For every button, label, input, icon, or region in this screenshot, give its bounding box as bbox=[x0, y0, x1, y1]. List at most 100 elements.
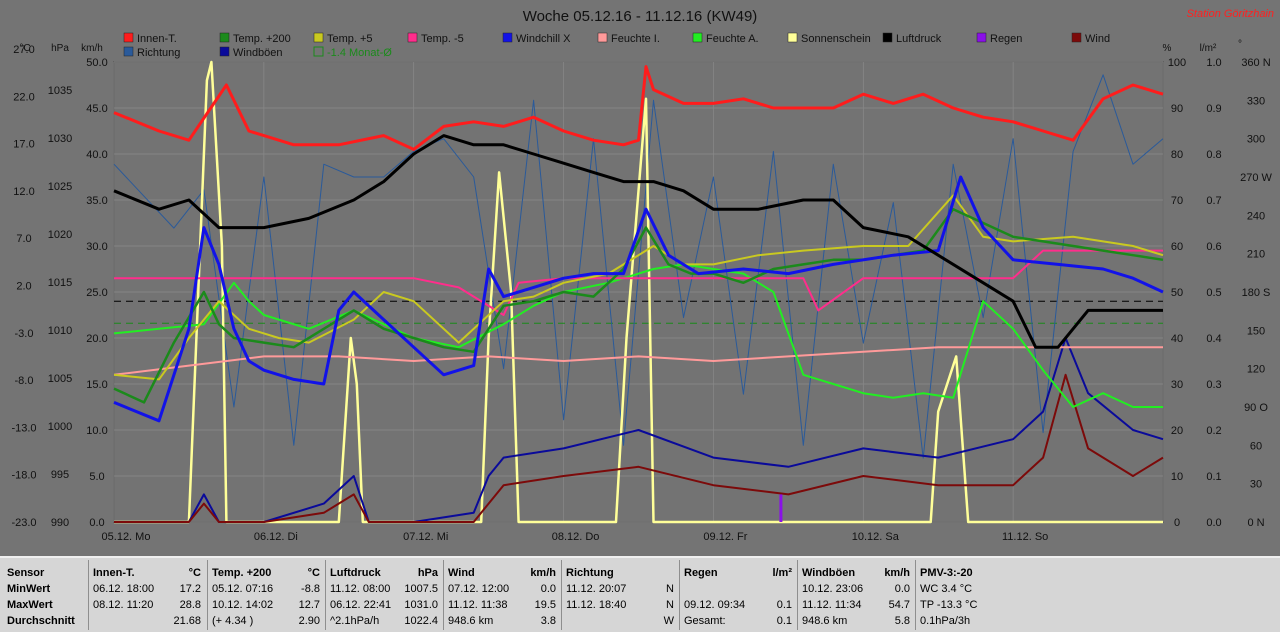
table-value-innen: 17.2 bbox=[179, 583, 201, 595]
tick-label-rain_lm2: 0.1 bbox=[1206, 471, 1221, 483]
series-line-windchill-x bbox=[113, 175, 1164, 423]
tick-label-wind_kmh: 25.0 bbox=[86, 287, 107, 299]
legend-label: Wind bbox=[1085, 33, 1110, 45]
tick-label-temp_c: 27.0 bbox=[13, 44, 34, 56]
table-value-wind: 0.0 bbox=[540, 583, 556, 595]
series-line-luftdruck bbox=[113, 134, 1163, 349]
tick-label-humidity_pct: 40 bbox=[1171, 333, 1183, 345]
legend-label: Regen bbox=[990, 33, 1022, 45]
table-cell-boeen: 11.12. 11:34 bbox=[802, 599, 862, 611]
legend-label: Temp. +5 bbox=[327, 33, 373, 45]
legend-label: Innen-T. bbox=[137, 33, 177, 45]
tick-label-pressure_hpa: 1025 bbox=[48, 181, 72, 193]
tick-label-humidity_pct: 100 bbox=[1168, 57, 1186, 69]
tick-label-wind_kmh: 20.0 bbox=[86, 333, 107, 345]
table-header-unit: l/m² bbox=[772, 567, 792, 579]
tick-label-pressure_hpa: 1030 bbox=[48, 133, 72, 145]
chart-title: Woche 05.12.16 - 11.12.16 (KW49) bbox=[523, 8, 758, 25]
table-cell-luft: ^2.1hPa/h bbox=[330, 615, 380, 627]
table-cell-regen: Gesamt: bbox=[684, 615, 726, 627]
legend-label: Temp. -5 bbox=[421, 33, 464, 45]
axis-unit-wind: km/h bbox=[81, 43, 103, 54]
table-value-temp200: -8.8 bbox=[301, 583, 320, 595]
table-separator bbox=[679, 560, 680, 630]
table-header-unit: hPa bbox=[417, 567, 438, 579]
table-header: Richtung bbox=[566, 567, 614, 579]
legend-label: Temp. +200 bbox=[233, 33, 291, 45]
table-value-richtung: W bbox=[663, 615, 674, 627]
table-cell-luft: 11.12. 08:00 bbox=[330, 583, 391, 595]
tick-label-wind_kmh: 45.0 bbox=[86, 103, 107, 115]
tick-label-humidity_pct: 80 bbox=[1171, 149, 1183, 161]
table-cell-boeen: 10.12. 23:06 bbox=[802, 583, 864, 595]
table-value-luft: 1007.5 bbox=[404, 583, 438, 595]
tick-label-pressure_hpa: 1020 bbox=[48, 229, 72, 241]
x-tick-label: 11.12. So bbox=[1002, 531, 1048, 543]
table-header: Luftdruck bbox=[330, 567, 381, 579]
tick-label-humidity_pct: 70 bbox=[1171, 195, 1183, 207]
axis-labels: °C hPa km/h% l/m² ° bbox=[19, 39, 1242, 54]
table-separator bbox=[797, 560, 798, 630]
table-value-wind: 3.8 bbox=[540, 615, 556, 627]
tick-label-rain_lm2: 0.7 bbox=[1206, 195, 1221, 207]
legend-label: -1.4 Monat-Ø bbox=[327, 47, 392, 59]
table-cell-innen: 06.12. 18:00 bbox=[93, 583, 155, 595]
table-separator bbox=[915, 560, 916, 630]
legend-swatch bbox=[882, 32, 893, 43]
table-header: Regen bbox=[684, 567, 718, 579]
tick-label-temp_c: -23.0 bbox=[11, 517, 36, 529]
x-tick-label: 06.12. Di bbox=[254, 531, 298, 543]
table-cell-richtung: 11.12. 18:40 bbox=[566, 599, 627, 611]
table-value-boeen: 0.0 bbox=[894, 583, 910, 595]
legend-swatch bbox=[123, 32, 134, 43]
legend-swatch bbox=[502, 32, 513, 43]
tick-label-humidity_pct: 30 bbox=[1171, 379, 1183, 391]
table-cell-innen: 08.12. 11:20 bbox=[93, 599, 154, 611]
tick-label-wind_kmh: 0.0 bbox=[89, 517, 104, 529]
tick-label-wind_kmh: 5.0 bbox=[89, 471, 104, 483]
tick-label-direction: 0 N bbox=[1247, 517, 1264, 529]
x-tick-label: 09.12. Fr bbox=[703, 531, 747, 543]
statistics-table: Sensor Innen-T. °C Temp. +200 °C Luftdruck hPa… bbox=[0, 556, 1280, 632]
legend-label: Richtung bbox=[137, 47, 180, 59]
table-cell-wind: 948.6 km bbox=[448, 615, 494, 627]
x-tick-label: 05.12. Mo bbox=[102, 531, 151, 543]
table-value-regen: 0.1 bbox=[776, 615, 792, 627]
table-value-richtung: N bbox=[666, 599, 674, 611]
table-header: PMV-3:-20 bbox=[920, 567, 973, 579]
axis-unit-pressure: hPa bbox=[51, 43, 69, 54]
table-value-wind: 19.5 bbox=[534, 599, 556, 611]
series-line-sonnenschein bbox=[114, 60, 1163, 524]
table-header-unit: km/h bbox=[530, 567, 556, 579]
table-value-boeen: 54.7 bbox=[888, 599, 910, 611]
tick-label-temp_c: -3.0 bbox=[15, 328, 34, 340]
legend-swatch bbox=[692, 32, 703, 43]
tick-label-rain_lm2: 0.4 bbox=[1206, 333, 1221, 345]
x-tick-label: 08.12. Do bbox=[552, 531, 600, 543]
table-separator bbox=[561, 560, 562, 630]
table-cell-pmv: TP -13.3 °C bbox=[920, 599, 978, 611]
tick-label-direction: 90 O bbox=[1244, 402, 1268, 414]
legend-swatch bbox=[597, 32, 608, 43]
tick-label-temp_c: 7.0 bbox=[16, 233, 31, 245]
tick-label-wind_kmh: 10.0 bbox=[86, 425, 107, 437]
tick-label-direction: 120 bbox=[1247, 364, 1265, 376]
tick-label-direction: 30 bbox=[1250, 479, 1262, 491]
table-cell-wind: 07.12. 12:00 bbox=[448, 583, 510, 595]
table-cell-pmv: WC 3.4 °C bbox=[920, 583, 973, 595]
tick-label-direction: 300 bbox=[1247, 134, 1265, 146]
legend-swatch bbox=[313, 46, 324, 57]
tick-label-pressure_hpa: 995 bbox=[51, 469, 69, 481]
tick-label-pressure_hpa: 1010 bbox=[48, 325, 72, 337]
table-value-innen: 21.68 bbox=[173, 615, 201, 627]
table-cell-regen: 09.12. 09:34 bbox=[684, 599, 746, 611]
legend-label: Windchill X bbox=[516, 33, 571, 45]
table-value-luft: 1022.4 bbox=[404, 615, 438, 627]
x-tick-label: 10.12. Sa bbox=[852, 531, 900, 543]
tick-label-direction: 240 bbox=[1247, 210, 1265, 222]
table-value-temp200: 2.90 bbox=[298, 615, 320, 627]
tick-label-pressure_hpa: 1015 bbox=[48, 277, 72, 289]
table-value-temp200: 12.7 bbox=[298, 599, 320, 611]
tick-label-temp_c: -13.0 bbox=[11, 422, 36, 434]
series-line-richtung bbox=[113, 74, 1164, 459]
